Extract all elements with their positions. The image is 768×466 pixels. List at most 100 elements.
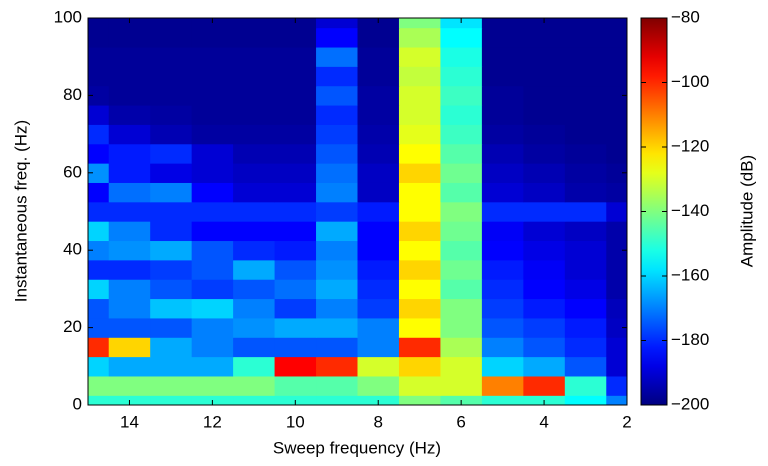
cell (440, 298, 483, 319)
cell (523, 375, 566, 396)
cell (191, 27, 234, 48)
cell (108, 298, 151, 319)
cell (150, 279, 193, 300)
cell (150, 395, 193, 405)
cell (316, 201, 358, 222)
cell (606, 201, 627, 222)
cell (274, 298, 317, 319)
colorbar-tick-label: −80 (671, 7, 700, 26)
cell (523, 317, 566, 338)
cell (108, 337, 151, 358)
cell (523, 18, 566, 29)
cell (398, 201, 441, 222)
cell (398, 375, 441, 396)
cell (274, 182, 317, 203)
cell (357, 105, 400, 125)
cell (564, 356, 607, 377)
cell (440, 317, 483, 338)
cell (481, 182, 524, 203)
cell (191, 18, 234, 29)
cell (191, 85, 234, 106)
cell (108, 163, 151, 183)
cell (150, 240, 193, 261)
cell (398, 163, 441, 183)
cell (481, 356, 524, 377)
cell (398, 85, 441, 106)
cell (564, 221, 607, 242)
cell (481, 124, 524, 145)
cell (606, 395, 627, 405)
cell (523, 143, 566, 164)
cell (357, 163, 400, 183)
cell (606, 124, 627, 145)
cell (316, 105, 358, 125)
cell (316, 259, 358, 280)
cell (316, 66, 358, 87)
colorbar-tick-label: −180 (671, 330, 709, 349)
cell (316, 124, 358, 145)
cell (191, 317, 234, 338)
cell (357, 182, 400, 203)
cell (606, 18, 627, 29)
cell (440, 201, 483, 222)
cell (523, 47, 566, 67)
cell (150, 47, 193, 67)
cell (440, 163, 483, 183)
cell (440, 221, 483, 242)
cell (357, 18, 400, 29)
cell (564, 337, 607, 358)
cell (440, 337, 483, 358)
cell (108, 27, 151, 48)
cell (88, 182, 110, 203)
cell (523, 124, 566, 145)
cell (523, 182, 566, 203)
cell (316, 221, 358, 242)
cell (191, 182, 234, 203)
cell (88, 221, 110, 242)
cell (523, 66, 566, 87)
cell (398, 18, 441, 29)
cell (398, 221, 441, 242)
cell (398, 47, 441, 67)
cell (88, 201, 110, 222)
cell (564, 240, 607, 261)
y-axis-label: Instantaneous freq. (Hz) (11, 120, 30, 302)
cell (564, 105, 607, 125)
cell (398, 105, 441, 125)
cell (233, 66, 276, 87)
cell (564, 259, 607, 280)
cell (357, 221, 400, 242)
cell (88, 66, 110, 87)
cell (191, 47, 234, 67)
cell (233, 85, 276, 106)
x-tick-label: 4 (539, 412, 548, 431)
y-tick-label: 80 (63, 85, 82, 104)
cell (233, 279, 276, 300)
cell (564, 279, 607, 300)
cell (191, 279, 234, 300)
cell (440, 279, 483, 300)
cell (108, 279, 151, 300)
cell (440, 259, 483, 280)
colorbar-tick-label: −140 (671, 201, 709, 220)
colorbar-tick-label: −120 (671, 136, 709, 155)
cell (481, 259, 524, 280)
cell (440, 18, 483, 29)
cell (233, 337, 276, 358)
cell (357, 143, 400, 164)
cell (150, 221, 193, 242)
cell (316, 317, 358, 338)
cell (481, 66, 524, 87)
cell (564, 47, 607, 67)
cell (88, 105, 110, 125)
cell (108, 66, 151, 87)
cell (606, 163, 627, 183)
cell (564, 201, 607, 222)
cell (316, 85, 358, 106)
cell (606, 27, 627, 48)
x-tick-label: 6 (456, 412, 465, 431)
cell (108, 240, 151, 261)
cell (481, 47, 524, 67)
cell (606, 279, 627, 300)
